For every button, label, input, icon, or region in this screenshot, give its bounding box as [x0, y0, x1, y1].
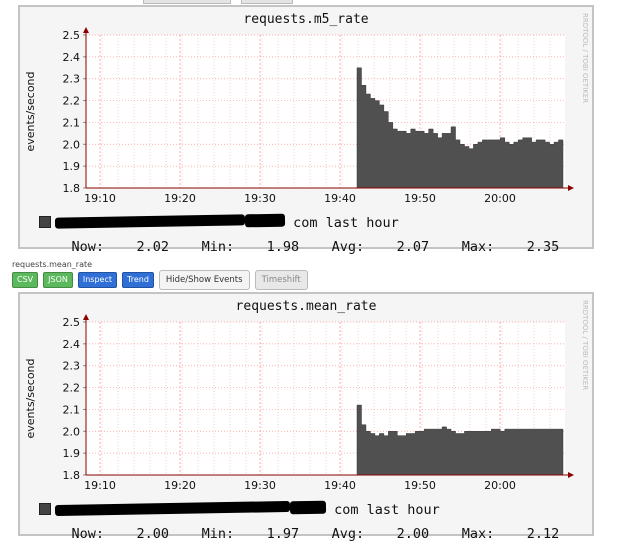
- y-tick-label: 2.0: [63, 138, 81, 151]
- x-tick-label: 19:20: [164, 479, 196, 492]
- stat-avg: 2.00: [396, 526, 430, 542]
- y-tick-label: 2.0: [63, 425, 81, 438]
- y-axis-label: events/second: [24, 72, 37, 152]
- stats-line: Now: 2.02 Min: 1.98 Avg: 2.07 Max: 2.35: [39, 223, 560, 271]
- y-axis-arrow: [83, 314, 89, 320]
- stat-now: 2.02: [136, 239, 170, 255]
- y-tick-label: 1.8: [63, 182, 81, 195]
- stats-line: Now: 2.00 Min: 1.97 Avg: 2.00 Max: 2.12: [39, 510, 560, 558]
- x-axis-arrow: [568, 472, 574, 478]
- stat-min: 1.97: [266, 526, 300, 542]
- y-tick-label: 2.4: [63, 338, 81, 351]
- stat-now-label: Now:: [71, 526, 105, 542]
- y-tick-label: 2.1: [63, 403, 81, 416]
- y-axis-arrow: [83, 27, 89, 33]
- graph-panel-mean-rate[interactable]: 1.8 1.9 2.0 2.1 2.2 2.3 2.4 2.5 19:10 19:20 19:30 1…: [18, 292, 594, 542]
- hide-show-events-button[interactable]: Hide/Show Events: [158, 270, 250, 290]
- area-series: [356, 67, 564, 189]
- x-tick-label: 19:20: [164, 192, 196, 205]
- y-tick-label: 1.9: [63, 447, 81, 460]
- legend-line: com last hour: [39, 500, 440, 518]
- x-tick-label: 19:30: [244, 479, 276, 492]
- top-tab-stub-left: [143, 0, 231, 4]
- y-tick-label: 1.8: [63, 469, 81, 482]
- chart-title: requests.m5_rate: [243, 12, 368, 27]
- x-tick-label: 19:40: [324, 192, 356, 205]
- y-tick-label: 2.5: [63, 29, 81, 42]
- csv-button[interactable]: CSV: [12, 272, 39, 288]
- trend-button[interactable]: Trend: [122, 272, 154, 288]
- stat-max-label: Max:: [461, 239, 495, 255]
- x-tick-label: 19:30: [244, 192, 276, 205]
- y-tick-label: 2.5: [63, 316, 81, 329]
- graph-target-name: requests.mean_rate: [12, 260, 93, 269]
- y-tick-label: 2.3: [63, 360, 81, 373]
- y-tick-label: 2.2: [63, 382, 81, 395]
- x-tick-label: 19:10: [84, 479, 116, 492]
- stat-now-label: Now:: [71, 239, 105, 255]
- y-tick-label: 2.4: [63, 51, 81, 64]
- x-tick-label: 20:00: [484, 192, 516, 205]
- area-series: [356, 404, 564, 476]
- stat-avg-label: Avg:: [331, 526, 365, 542]
- y-tick-label: 2.3: [63, 73, 81, 86]
- stat-avg: 2.07: [396, 239, 430, 255]
- timeshift-button[interactable]: Timeshift: [254, 270, 308, 290]
- legend-swatch: [39, 216, 51, 228]
- stat-min-label: Min:: [201, 526, 235, 542]
- chart-title: requests.mean_rate: [236, 299, 377, 314]
- inspect-button[interactable]: Inspect: [77, 272, 117, 288]
- x-tick-label: 19:40: [324, 479, 356, 492]
- rrdtool-watermark: RRDTOOL / TOBI OETIKER: [581, 300, 589, 390]
- stat-max: 2.12: [526, 526, 560, 542]
- top-tab-stub-right: [241, 0, 293, 4]
- x-tick-label: 20:00: [484, 479, 516, 492]
- x-tick-label: 19:50: [404, 192, 436, 205]
- chart-m5-rate: 1.8 1.9 2.0 2.1 2.2 2.3 2.4 2.5 19:10 19:20 19:30 1…: [24, 12, 589, 205]
- y-tick-label: 2.1: [63, 116, 81, 129]
- y-axis-label: events/second: [24, 359, 37, 439]
- stat-max-label: Max:: [461, 526, 495, 542]
- legend-suffix: com last hour: [293, 215, 399, 231]
- y-tick-label: 2.2: [63, 95, 81, 108]
- rrdtool-watermark: RRDTOOL / TOBI OETIKER: [581, 13, 589, 103]
- chart-mean-rate: 1.8 1.9 2.0 2.1 2.2 2.3 2.4 2.5 19:10 19:20 19:30 1…: [24, 299, 589, 492]
- x-tick-label: 19:50: [404, 479, 436, 492]
- x-axis-arrow: [568, 185, 574, 191]
- stat-avg-label: Avg:: [331, 239, 365, 255]
- graph-panel-m5-rate[interactable]: 1.8 1.9 2.0 2.1 2.2 2.3 2.4 2.5 19:10 19:20 19:30 1…: [18, 5, 594, 255]
- json-button[interactable]: JSON: [43, 272, 73, 288]
- stat-max: 2.35: [526, 239, 560, 255]
- graph-toolbar: CSV JSON Inspect Trend Hide/Show Events …: [12, 270, 308, 290]
- legend-line: com last hour: [39, 213, 399, 231]
- legend-suffix: com last hour: [334, 502, 440, 518]
- y-tick-label: 1.9: [63, 160, 81, 173]
- stat-min: 1.98: [266, 239, 300, 255]
- legend-swatch: [39, 503, 51, 515]
- x-tick-label: 19:10: [84, 192, 116, 205]
- stat-min-label: Min:: [201, 239, 235, 255]
- stat-now: 2.00: [136, 526, 170, 542]
